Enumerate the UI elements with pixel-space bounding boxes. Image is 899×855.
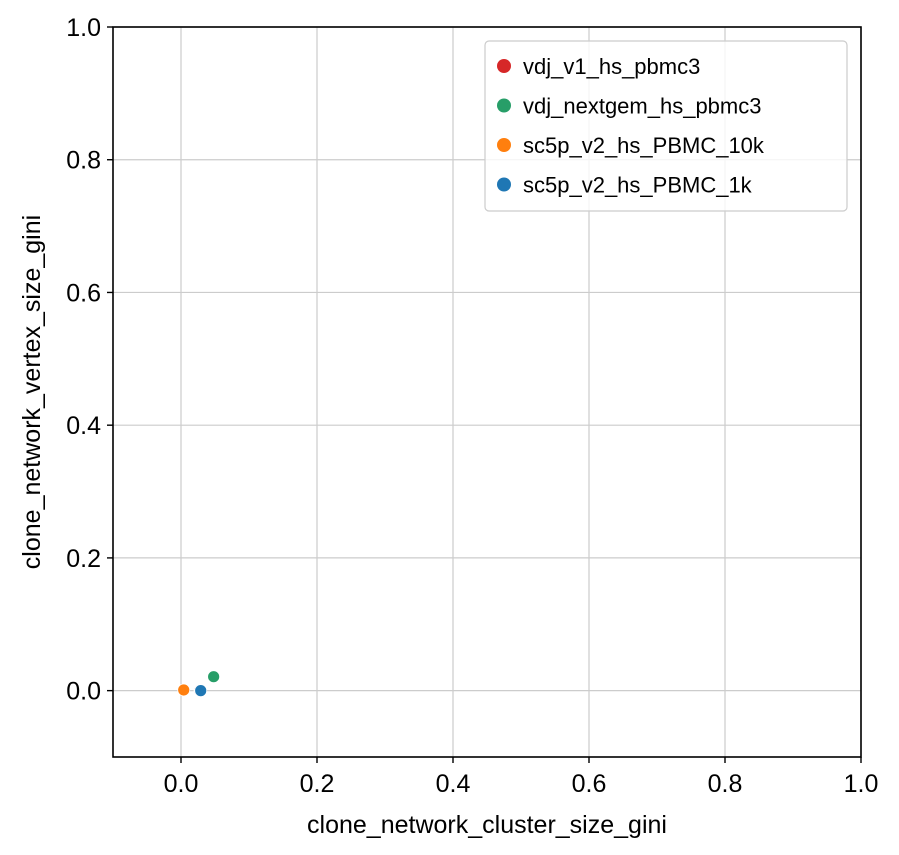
scatter-point — [207, 670, 221, 684]
legend-marker — [497, 59, 511, 73]
legend-marker — [497, 98, 511, 113]
x-tick-label: 0.2 — [300, 770, 335, 798]
x-tick-label: 0.4 — [436, 770, 471, 798]
scatter-point — [177, 683, 191, 697]
legend: vdj_v1_hs_pbmc3 vdj_nextgem_hs_pbmc3 sc5p_… — [484, 40, 848, 212]
x-tick-label: 0.8 — [708, 770, 743, 798]
x-tick-label: 0.6 — [572, 770, 607, 798]
y-tick-label: 0.2 — [66, 545, 101, 573]
legend-label: vdj_v1_hs_pbmc3 — [523, 54, 700, 79]
y-tick-label: 0.6 — [66, 279, 101, 307]
legend-label: sc5p_v2_hs_PBMC_10k — [523, 133, 765, 158]
legend-label: sc5p_v2_hs_PBMC_1k — [523, 173, 753, 198]
x-tick-label: 1.0 — [844, 770, 879, 798]
y-tick-label: 1.0 — [66, 14, 101, 42]
x-tick-label: 0.0 — [164, 770, 199, 798]
plot-frame — [112, 26, 862, 758]
x-axis-title: clone_network_cluster_size_gini — [307, 811, 667, 839]
legend-marker — [497, 177, 511, 192]
axis-ticks: 0.0 0.2 0.4 0.6 0.8 1.0 0.0 0.2 0.4 0.6 0.8 1.0 — [66, 14, 878, 798]
y-tick-label: 0.0 — [66, 678, 101, 706]
legend-box — [484, 40, 848, 212]
legend-marker — [497, 138, 511, 152]
y-tick-label: 0.8 — [66, 147, 101, 175]
scatter-point — [194, 684, 208, 698]
y-axis-title: clone_network_vertex_size_gini — [18, 215, 46, 569]
legend-label: vdj_nextgem_hs_pbmc3 — [523, 94, 761, 119]
y-tick-label: 0.4 — [66, 412, 101, 440]
data-points — [177, 670, 221, 698]
